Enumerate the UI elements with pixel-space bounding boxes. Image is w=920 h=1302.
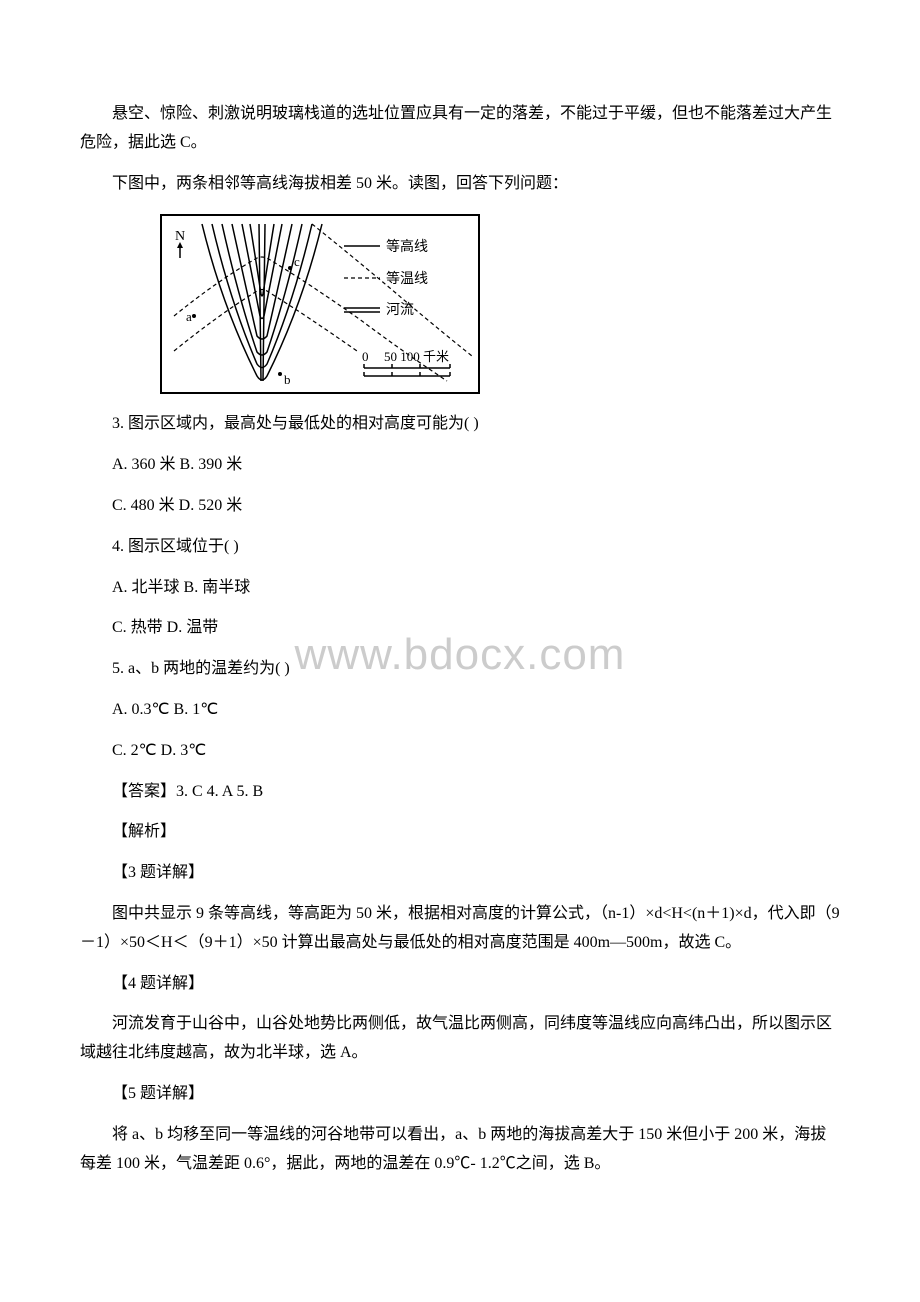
point-a-label: a — [186, 309, 192, 324]
q3-detail-header: 【3 题详解】 — [80, 859, 840, 888]
point-b-label: b — [284, 372, 291, 387]
diagram-svg: N — [162, 216, 478, 392]
legend-river: 河流 — [386, 302, 414, 318]
point-c-label: c — [294, 254, 300, 269]
answers: 【答案】3. C 4. A 5. B — [80, 778, 840, 807]
question-4: 4. 图示区域位于( ) — [80, 533, 840, 562]
diagram-container: N — [160, 214, 840, 394]
scale-label: 50 100 千米 — [384, 349, 449, 364]
q4-option-ab: A. 北半球 B. 南半球 — [80, 574, 840, 603]
q3-option-ab: A. 360 米 B. 390 米 — [80, 451, 840, 480]
intro-paragraph-1: 悬空、惊险、刺激说明玻璃栈道的选址位置应具有一定的落差，不能过于平缓，但也不能落… — [80, 100, 840, 158]
q5-detail: 将 a、b 均移至同一等温线的河谷地带可以看出，a、b 两地的海拔高差大于 15… — [80, 1121, 840, 1179]
intro-paragraph-2: 下图中，两条相邻等高线海拔相差 50 米。读图，回答下列问题： — [80, 170, 840, 199]
contour-diagram: N — [160, 214, 480, 394]
question-5: 5. a、b 两地的温差约为( ) — [80, 655, 840, 684]
q5-option-ab: A. 0.3℃ B. 1℃ — [80, 696, 840, 725]
question-3: 3. 图示区域内，最高处与最低处的相对高度可能为( ) — [80, 410, 840, 439]
scale-zero: 0 — [362, 349, 369, 364]
north-label: N — [175, 229, 185, 244]
q3-detail: 图中共显示 9 条等高线，等高距为 50 米，根据相对高度的计算公式，（n-1）… — [80, 900, 840, 958]
q5-detail-header: 【5 题详解】 — [80, 1080, 840, 1109]
document-content: 悬空、惊险、刺激说明玻璃栈道的选址位置应具有一定的落差，不能过于平缓，但也不能落… — [80, 100, 840, 1178]
legend-isotherm: 等温线 — [386, 270, 428, 287]
analysis-header: 【解析】 — [80, 818, 840, 847]
legend-contour: 等高线 — [386, 238, 428, 255]
q4-detail: 河流发育于山谷中，山谷处地势比两侧低，故气温比两侧高，同纬度等温线应向高纬凸出，… — [80, 1010, 840, 1068]
q5-option-cd: C. 2℃ D. 3℃ — [80, 737, 840, 766]
q4-option-cd: C. 热带 D. 温带 — [80, 614, 840, 643]
q4-detail-header: 【4 题详解】 — [80, 970, 840, 999]
q3-option-cd: C. 480 米 D. 520 米 — [80, 492, 840, 521]
